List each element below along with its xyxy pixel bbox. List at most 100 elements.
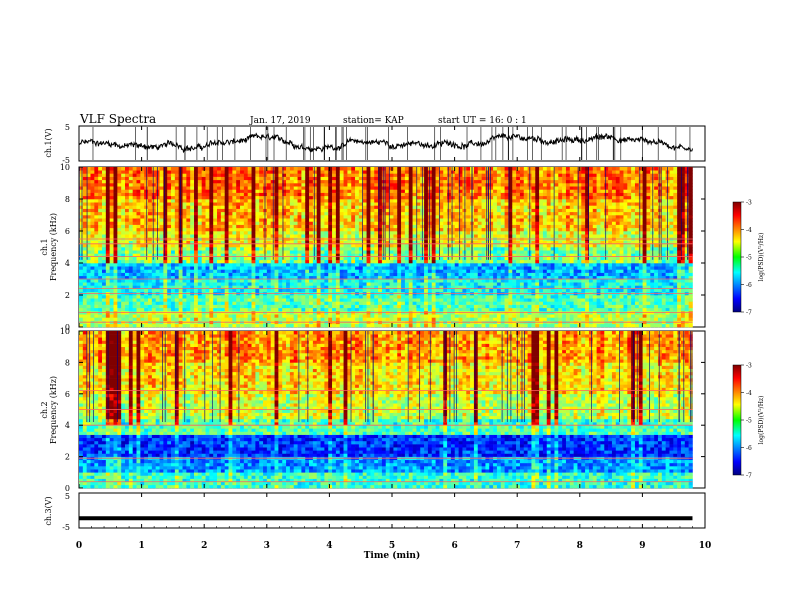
spectrogram-cell: [201, 272, 206, 277]
spectrogram-cell: [240, 301, 245, 305]
spectrogram-cell: [82, 304, 87, 309]
spectrogram-cell: [90, 183, 95, 187]
spectrogram-cell: [424, 285, 429, 289]
spectrogram-cell: [82, 317, 87, 321]
spectrogram-cell: [255, 247, 260, 251]
spectrogram-cell: [309, 243, 314, 248]
spectrogram-cell: [293, 205, 298, 209]
spectrogram-cell: [201, 247, 206, 251]
spectrogram-cell: [144, 250, 149, 254]
spectrogram-cell: [125, 250, 130, 254]
spectrogram-cell: [431, 231, 436, 235]
spectrogram-cell: [148, 205, 153, 209]
spectrogram-cell: [401, 167, 406, 171]
spectrogram-cell: [431, 298, 436, 302]
spectrogram-cell: [236, 259, 241, 264]
spectrogram-cell: [305, 247, 310, 251]
spectrogram-cell: [374, 211, 379, 216]
spectrogram-cell: [435, 186, 440, 190]
spectrogram-cell: [297, 256, 302, 261]
spectrogram-cell: [286, 298, 291, 302]
spectrogram-cell: [374, 263, 379, 267]
spectrogram-cell: [320, 202, 325, 206]
spectrogram-cell: [347, 288, 352, 293]
spectrogram-cell: [82, 211, 87, 216]
spectrogram-cell: [278, 208, 283, 213]
spectrogram-cell: [447, 202, 452, 206]
spectrogram-cell: [159, 199, 164, 203]
spectrogram-cell: [94, 253, 99, 257]
spectrogram-cell: [228, 215, 233, 219]
spectrogram-cell: [324, 256, 329, 261]
spectrogram-cell: [412, 317, 417, 321]
spectrogram-cell: [105, 240, 110, 245]
spectrogram-cell: [362, 282, 367, 286]
spectrogram-cell: [140, 205, 145, 209]
spectrogram-cell: [351, 234, 356, 238]
spectrogram-cell: [362, 199, 367, 203]
spectrogram-cell: [404, 234, 410, 238]
spectrogram-cell: [197, 183, 202, 187]
spectrogram-cell: [167, 199, 172, 203]
spectrogram-cell: [182, 323, 187, 328]
spectrogram-cell: [144, 282, 149, 286]
spectrogram-cell: [305, 176, 310, 181]
spectrogram-cell: [255, 189, 260, 193]
spectrogram-cell: [297, 263, 302, 267]
spectrogram-cell: [217, 167, 222, 171]
spectrogram-cell: [335, 247, 341, 251]
spectrogram-cell: [351, 221, 356, 225]
spectrogram-cell: [255, 285, 260, 289]
spectrogram-cell: [439, 314, 444, 318]
spectrogram-cell: [79, 304, 84, 309]
spectrogram-cell: [117, 323, 122, 328]
spectrogram-cell: [443, 183, 448, 187]
spectrogram-cell: [278, 189, 283, 193]
spectrogram-cell: [163, 170, 168, 174]
spectrogram-cell: [297, 234, 302, 238]
spectrogram-cell: [167, 301, 172, 305]
spectrogram-cell: [98, 266, 103, 270]
spectrogram-cell: [297, 179, 302, 184]
spectrogram-cell: [362, 240, 367, 245]
spectrogram-cell: [424, 256, 429, 261]
spectrogram-cell: [159, 215, 164, 219]
spectrogram-cell: [213, 323, 218, 328]
spectrogram-cell: [240, 186, 245, 190]
spectrogram-cell: [286, 275, 291, 280]
spectrogram-cell: [412, 307, 417, 312]
spectrogram-cell: [362, 317, 367, 321]
spectrogram-cell: [117, 247, 122, 251]
spectrogram-cell: [232, 205, 237, 209]
spectrogram-cell: [420, 279, 425, 283]
spectrogram-cell: [316, 211, 321, 216]
spectrogram-cell: [132, 259, 137, 264]
spectrogram-cell: [232, 285, 237, 289]
spectrogram-cell: [374, 285, 379, 289]
spectrogram-cell: [270, 317, 275, 321]
spectrogram-cell: [270, 269, 275, 273]
spectrogram-cell: [144, 167, 149, 171]
spectrogram-cell: [450, 211, 456, 216]
spectrogram-cell: [439, 218, 444, 222]
spectrogram-cell: [408, 279, 413, 283]
spectrogram-cell: [140, 314, 145, 318]
spectrogram-cell: [136, 269, 141, 273]
spectrogram-cell: [274, 307, 279, 312]
spectrogram-cell: [151, 243, 156, 248]
spectrogram-cell: [259, 176, 264, 181]
spectrogram-cell: [339, 205, 344, 209]
spectrogram-cell: [347, 173, 352, 177]
spectrogram-cell: [404, 231, 410, 235]
spectrogram-cell: [408, 314, 413, 318]
spectrogram-cell: [197, 167, 202, 171]
spectrogram-cell: [213, 176, 218, 181]
spectrogram-cell: [305, 218, 310, 222]
spectrogram-cell: [408, 304, 413, 309]
spectrogram-cell: [136, 205, 141, 209]
spectrogram-cell: [182, 208, 187, 213]
spectrogram-cell: [408, 227, 413, 232]
spectrogram-cell: [109, 243, 114, 248]
spectrogram-cell: [148, 298, 153, 302]
spectrogram-cell: [105, 304, 110, 309]
